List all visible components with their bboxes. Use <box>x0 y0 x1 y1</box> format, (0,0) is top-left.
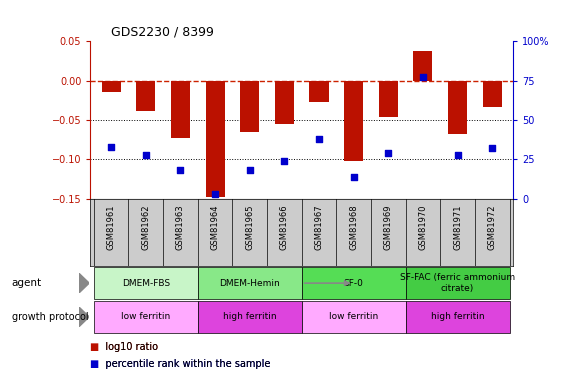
Bar <box>240 81 259 132</box>
Point <box>245 167 254 173</box>
Text: log10 ratio: log10 ratio <box>96 342 158 352</box>
Bar <box>94 267 198 299</box>
Text: GDS2230 / 8399: GDS2230 / 8399 <box>111 26 215 39</box>
Bar <box>136 81 155 111</box>
Bar <box>344 81 363 161</box>
Text: GSM81965: GSM81965 <box>245 204 254 250</box>
Bar <box>275 81 294 124</box>
Bar <box>302 267 406 299</box>
Text: SF-0: SF-0 <box>344 279 364 288</box>
Point <box>280 158 289 164</box>
Text: ■  log10 ratio: ■ log10 ratio <box>90 342 159 352</box>
Bar <box>198 301 302 333</box>
Bar <box>94 301 198 333</box>
Text: DMEM-Hemin: DMEM-Hemin <box>219 279 280 288</box>
Bar <box>206 81 224 197</box>
Text: GSM81969: GSM81969 <box>384 204 393 250</box>
Text: high ferritin: high ferritin <box>431 312 484 321</box>
Polygon shape <box>79 307 89 327</box>
Bar <box>413 51 433 81</box>
Text: high ferritin: high ferritin <box>223 312 276 321</box>
Text: GSM81972: GSM81972 <box>488 204 497 250</box>
Bar <box>379 81 398 117</box>
Text: GSM81971: GSM81971 <box>453 204 462 250</box>
Text: agent: agent <box>12 278 42 288</box>
Text: GSM81961: GSM81961 <box>107 204 115 250</box>
Text: GSM81962: GSM81962 <box>141 204 150 250</box>
Point <box>384 150 393 156</box>
Point <box>453 152 462 157</box>
Bar <box>310 81 329 102</box>
Text: ■  percentile rank within the sample: ■ percentile rank within the sample <box>90 359 271 369</box>
Text: percentile rank within the sample: percentile rank within the sample <box>96 359 271 369</box>
Text: DMEM-FBS: DMEM-FBS <box>122 279 170 288</box>
Text: GSM81967: GSM81967 <box>314 204 324 250</box>
Bar <box>198 267 302 299</box>
Point <box>349 174 359 180</box>
Bar <box>101 81 121 93</box>
Text: low ferritin: low ferritin <box>329 312 378 321</box>
Point <box>487 146 497 152</box>
Point <box>314 136 324 142</box>
Text: GSM81964: GSM81964 <box>210 204 220 250</box>
Point <box>210 191 220 197</box>
Point <box>141 152 150 157</box>
Point <box>176 167 185 173</box>
Text: GSM81966: GSM81966 <box>280 204 289 250</box>
Text: low ferritin: low ferritin <box>121 312 170 321</box>
Bar <box>406 267 510 299</box>
Text: growth protocol: growth protocol <box>12 312 88 322</box>
Text: GSM81963: GSM81963 <box>176 204 185 250</box>
Bar <box>448 81 467 134</box>
Polygon shape <box>79 273 89 293</box>
Bar <box>302 301 406 333</box>
Text: SF-FAC (ferric ammonium
citrate): SF-FAC (ferric ammonium citrate) <box>400 273 515 293</box>
Bar <box>406 301 510 333</box>
Point <box>418 75 427 81</box>
Point <box>107 144 116 150</box>
Text: GSM81970: GSM81970 <box>419 204 427 250</box>
Bar <box>483 81 502 106</box>
Text: GSM81968: GSM81968 <box>349 204 358 250</box>
Bar <box>171 81 190 138</box>
